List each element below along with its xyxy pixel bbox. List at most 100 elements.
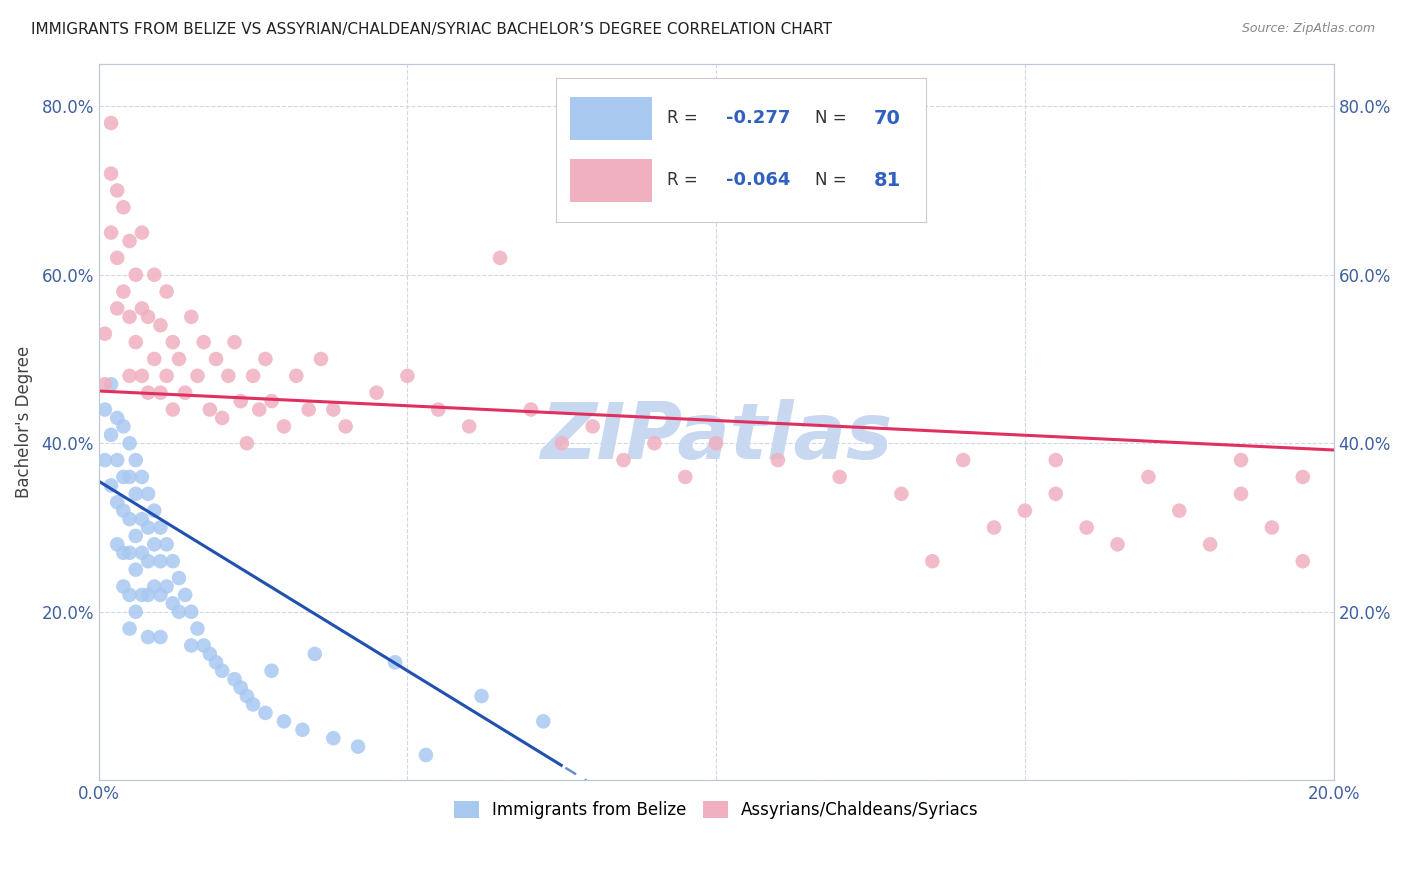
Point (198, 647, 221, 661)
Point (304, 647, 326, 661)
Point (100, 478, 122, 492)
Point (1230, 487, 1253, 501)
Point (131, 368, 153, 383)
Point (298, 402, 321, 417)
Point (105, 495, 128, 509)
Point (236, 689, 259, 703)
Point (1292, 470, 1315, 484)
Point (322, 731, 344, 746)
Point (673, 470, 696, 484)
Point (211, 411, 233, 425)
Point (1045, 453, 1067, 467)
Point (100, 377, 122, 392)
Point (1199, 537, 1222, 551)
Point (105, 537, 128, 551)
Point (105, 184, 128, 198)
Point (149, 554, 172, 568)
Point (242, 368, 264, 383)
Point (149, 385, 172, 400)
Point (149, 588, 172, 602)
Point (180, 639, 202, 653)
Point (167, 605, 190, 619)
Point (366, 385, 388, 400)
Point (112, 470, 135, 484)
Point (224, 672, 246, 686)
Point (100, 167, 122, 181)
Point (415, 747, 437, 762)
Text: Source: ZipAtlas.com: Source: ZipAtlas.com (1241, 22, 1375, 36)
Text: IMMIGRANTS FROM BELIZE VS ASSYRIAN/CHALDEAN/SYRIAC BACHELOR’S DEGREE CORRELATION: IMMIGRANTS FROM BELIZE VS ASSYRIAN/CHALD… (31, 22, 832, 37)
Point (162, 554, 184, 568)
Point (131, 512, 153, 526)
Point (118, 512, 141, 526)
Y-axis label: Bachelor's Degree: Bachelor's Degree (15, 346, 32, 499)
Point (254, 351, 277, 366)
Point (100, 427, 122, 442)
Point (1292, 554, 1315, 568)
Point (125, 335, 148, 350)
Point (612, 453, 634, 467)
Point (551, 436, 574, 450)
Point (427, 402, 450, 417)
Point (136, 385, 159, 400)
Point (167, 571, 190, 585)
Point (162, 335, 184, 350)
Point (335, 419, 357, 434)
Point (131, 226, 153, 240)
Point (156, 368, 179, 383)
Point (136, 554, 159, 568)
Point (174, 385, 197, 400)
Point (247, 402, 270, 417)
Point (167, 351, 190, 366)
Point (1076, 520, 1098, 534)
Point (224, 335, 246, 350)
Point (143, 580, 166, 594)
Point (136, 630, 159, 644)
Point (118, 368, 141, 383)
Point (143, 503, 166, 517)
Point (470, 689, 492, 703)
Point (285, 368, 308, 383)
Point (291, 723, 314, 737)
Point (149, 630, 172, 644)
Point (105, 411, 128, 425)
Point (952, 453, 974, 467)
Point (273, 714, 295, 729)
Point (174, 588, 197, 602)
Point (94, 402, 117, 417)
Point (260, 394, 283, 409)
Point (94, 377, 117, 392)
Point (1137, 470, 1160, 484)
Point (100, 116, 122, 130)
Point (1045, 487, 1067, 501)
Point (105, 301, 128, 316)
Point (211, 664, 233, 678)
Point (112, 503, 135, 517)
Point (100, 226, 122, 240)
Point (112, 580, 135, 594)
Point (890, 487, 912, 501)
Point (118, 436, 141, 450)
Point (828, 470, 851, 484)
Legend: Immigrants from Belize, Assyrians/Chaldeans/Syriacs: Immigrants from Belize, Assyrians/Chalde… (447, 794, 986, 826)
Point (112, 546, 135, 560)
Point (105, 453, 128, 467)
Point (162, 402, 184, 417)
Point (118, 234, 141, 248)
Point (983, 520, 1005, 534)
Point (1168, 503, 1191, 517)
Point (205, 351, 228, 366)
Point (180, 310, 202, 324)
Point (242, 698, 264, 712)
Point (136, 520, 159, 534)
Point (131, 301, 153, 316)
Point (1261, 520, 1284, 534)
Point (921, 554, 943, 568)
Point (131, 588, 153, 602)
Point (582, 419, 605, 434)
Point (136, 487, 159, 501)
Point (162, 596, 184, 610)
Point (112, 200, 135, 214)
Point (118, 470, 141, 484)
Point (347, 739, 370, 754)
